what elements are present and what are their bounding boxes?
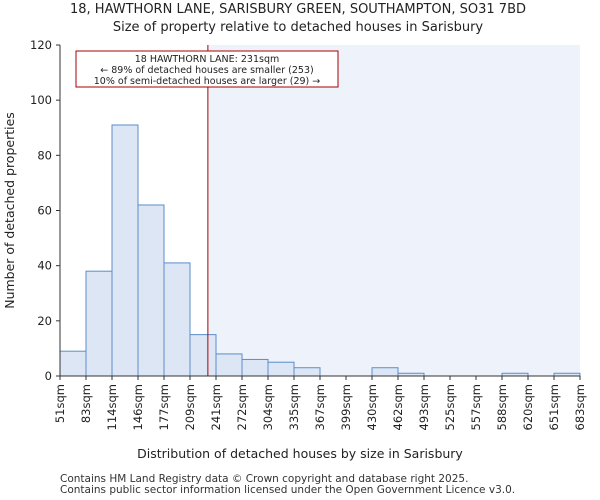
y-tick-label: 80 (37, 148, 52, 162)
bar-51sqm (59, 350, 87, 377)
bar-335sqm (293, 367, 321, 377)
x-tick-label: 462sqm (391, 384, 405, 430)
x-tick-label: 525sqm (443, 384, 457, 430)
y-tick-label: 40 (37, 259, 52, 273)
x-tick-label: 683sqm (573, 384, 587, 430)
x-tick-label: 209sqm (183, 384, 197, 430)
footer-line-1: Contains HM Land Registry data © Crown c… (60, 473, 469, 485)
x-tick-label: 588sqm (495, 384, 509, 430)
x-tick-label: 304sqm (261, 384, 275, 430)
annotation-frame (75, 50, 339, 88)
y-tick-label: 100 (30, 93, 52, 107)
x-tick-label: 335sqm (287, 384, 301, 430)
y-tick-label: 60 (37, 204, 52, 218)
y-tick-label: 20 (37, 314, 52, 328)
bar-304sqm (267, 361, 295, 377)
x-tick-label: 177sqm (157, 384, 171, 430)
bar-241sqm (215, 353, 243, 377)
x-axis-label: Distribution of detached houses by size … (137, 446, 463, 461)
bar-114sqm (111, 124, 139, 377)
x-tick-label: 83sqm (79, 384, 93, 423)
x-tick-label: 114sqm (105, 384, 119, 430)
x-tick-label: 557sqm (469, 384, 483, 430)
chart-subtitle: Size of property relative to detached ho… (113, 20, 484, 35)
x-tick-label: 493sqm (417, 384, 431, 430)
bar-177sqm (163, 262, 191, 377)
annotation-box: 18 HAWTHORN LANE: 231sqm ← 89% of detach… (75, 50, 339, 88)
y-tick-label: 0 (45, 369, 52, 383)
bar-209sqm (189, 334, 217, 377)
x-tick-label: 272sqm (235, 384, 249, 430)
y-tick-label: 120 (30, 38, 52, 52)
x-tick-label: 399sqm (339, 384, 353, 430)
annotation-line-3: 10% of semi-detached houses are larger (… (94, 76, 321, 87)
x-tick-label: 620sqm (521, 384, 535, 430)
chart-title: 18, HAWTHORN LANE, SARISBURY GREEN, SOUT… (70, 2, 526, 17)
annotation-line-2: ← 89% of detached houses are smaller (25… (100, 65, 313, 76)
x-tick-label: 430sqm (365, 384, 379, 430)
y-axis-label: Number of detached properties (2, 112, 17, 309)
x-tick-label: 146sqm (131, 384, 145, 430)
bars-layer (59, 124, 581, 377)
bar-272sqm (241, 358, 269, 377)
bar-146sqm (137, 204, 165, 377)
highlight-region (207, 45, 580, 376)
axes-layer: 0 20 40 60 80 100 120 51sqm 83sqm 114sqm 146sqm 177… (30, 38, 587, 430)
footer-line-2: Contains public sector information licen… (60, 484, 516, 496)
x-tick-label: 651sqm (547, 384, 561, 430)
bar-83sqm (85, 270, 113, 377)
x-tick-label: 51sqm (53, 384, 67, 423)
x-tick-label: 241sqm (209, 384, 223, 430)
bar-430sqm (371, 367, 399, 377)
annotation-line-1: 18 HAWTHORN LANE: 231sqm (135, 54, 279, 65)
x-tick-label: 367sqm (313, 384, 327, 430)
